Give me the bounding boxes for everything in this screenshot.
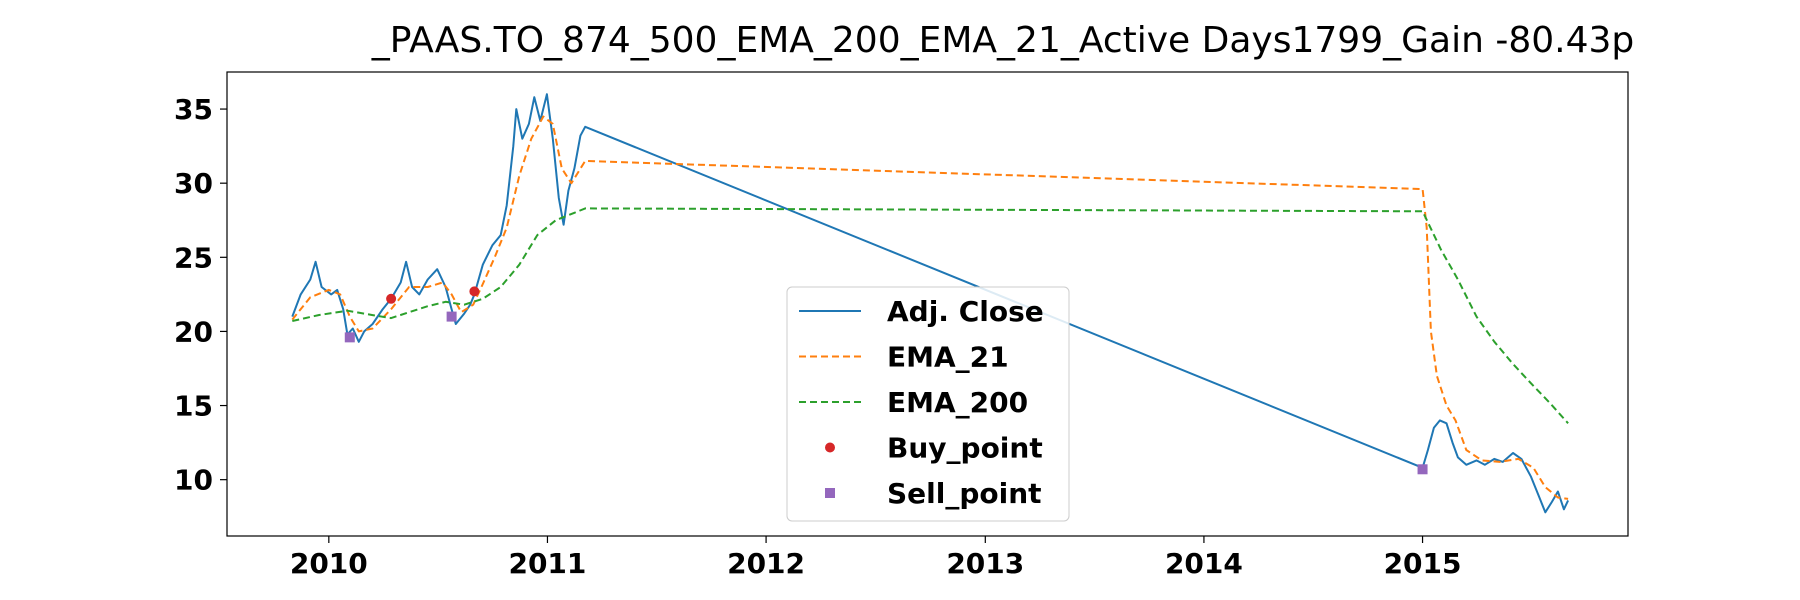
x-tick-label-0: 2010	[290, 547, 368, 580]
axes: 2010 2011 2012 2013 2014 2015 10 15 20 25 30 35	[174, 71, 1629, 580]
series-line-2	[292, 207, 1569, 424]
y-tick-label-0: 10	[174, 464, 213, 497]
y-tick-label-5: 35	[174, 93, 213, 126]
x-tick-label-5: 2015	[1384, 547, 1462, 580]
y-tick-label-4: 30	[174, 167, 213, 200]
legend-swatch-4	[825, 488, 835, 498]
plot-frame	[226, 71, 1629, 537]
legend-label-4: Sell_point	[887, 477, 1042, 510]
legend-label-3: Buy_point	[887, 432, 1043, 465]
y-tick-label-3: 25	[174, 241, 213, 274]
legend-label-0: Adj. Close	[887, 295, 1044, 328]
series-line-1	[291, 115, 1569, 500]
y-tick-label-2: 20	[174, 315, 213, 348]
x-tick-label-2: 2012	[727, 547, 805, 580]
x-tick-label-3: 2013	[946, 547, 1024, 580]
chart-title: _PAAS.TO_874_500_EMA_200_EMA_21_Active D…	[371, 20, 1634, 61]
buy-point-0	[386, 293, 397, 304]
sell-point-0	[344, 332, 355, 343]
x-tick-label-1: 2011	[508, 547, 586, 580]
series-line-0	[291, 93, 1570, 514]
legend-label-2: EMA_200	[887, 386, 1028, 419]
sell-point-2	[1417, 464, 1428, 475]
buy-point-1	[469, 286, 480, 297]
legend-swatch-3	[825, 442, 835, 453]
legend: Adj. Close EMA_21 EMA_200 Buy_point Sell_poi…	[786, 286, 1070, 522]
legend-label-1: EMA_21	[887, 341, 1009, 374]
x-tick-label-4: 2014	[1165, 547, 1243, 580]
legend-box	[786, 286, 1070, 522]
plot-area	[291, 93, 1570, 514]
sell-point-1	[446, 311, 457, 322]
y-tick-label-1: 15	[174, 390, 213, 423]
